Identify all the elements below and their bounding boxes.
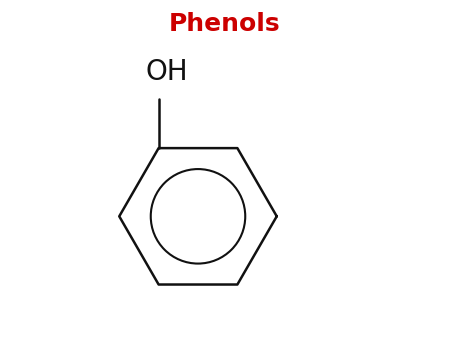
Text: OH: OH — [145, 57, 188, 86]
Text: Phenols: Phenols — [169, 11, 281, 36]
